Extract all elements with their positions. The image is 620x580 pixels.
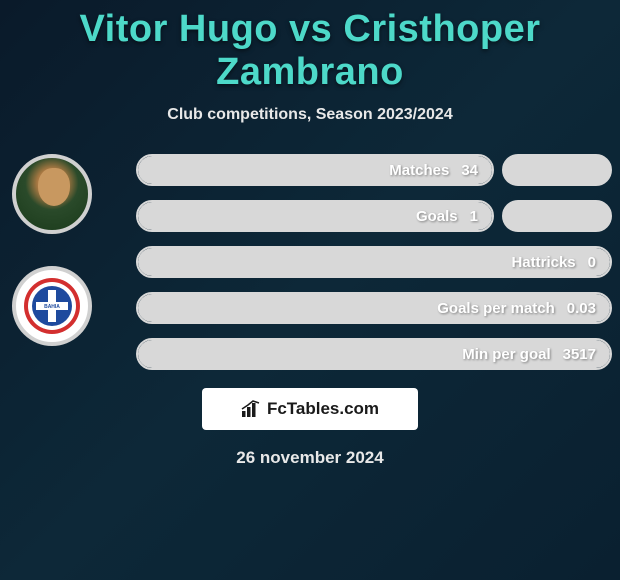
- stat-row: Hattricks 0: [8, 246, 612, 278]
- stat-label: Hattricks: [152, 254, 576, 271]
- stat-value-left: 34: [461, 162, 478, 179]
- stat-row: Goals 1: [8, 200, 612, 232]
- stat-bar-left: Matches 34: [136, 154, 494, 186]
- stat-label: Min per goal: [152, 346, 551, 363]
- stat-bar-left: Hattricks 0: [136, 246, 612, 278]
- stat-value-left: 1: [470, 208, 478, 225]
- stat-bar-right: [502, 200, 612, 232]
- page-title: Vitor Hugo vs Cristhoper Zambrano: [0, 0, 620, 94]
- stat-row: Matches 34: [8, 154, 612, 186]
- stat-label: Goals per match: [152, 300, 555, 317]
- stat-bar-right: [502, 154, 612, 186]
- stat-value-left: 0.03: [567, 300, 596, 317]
- stat-value-left: 3517: [563, 346, 596, 363]
- stat-bar-left: Goals per match 0.03: [136, 292, 612, 324]
- watermark-text: FcTables.com: [267, 399, 379, 419]
- club-logo-icon: BAHIA: [22, 276, 82, 336]
- player1-avatar: [12, 154, 92, 234]
- subtitle: Club competitions, Season 2023/2024: [0, 106, 620, 124]
- stat-bar-left: Goals 1: [136, 200, 494, 232]
- chart-icon: [241, 400, 261, 418]
- date-label: 26 november 2024: [8, 448, 612, 468]
- stat-row: Goals per match 0.03: [8, 292, 612, 324]
- stat-bar-left: Min per goal 3517: [136, 338, 612, 370]
- svg-text:BAHIA: BAHIA: [44, 304, 60, 310]
- stat-row: Min per goal 3517: [8, 338, 612, 370]
- stat-label: Goals: [152, 208, 458, 225]
- stat-label: Matches: [152, 162, 449, 179]
- watermark[interactable]: FcTables.com: [202, 388, 418, 430]
- comparison-content: BAHIA Matches 34 Goals 1 Hattricks 0 Goa…: [0, 154, 620, 468]
- stat-value-left: 0: [588, 254, 596, 271]
- player2-avatar: BAHIA: [12, 266, 92, 346]
